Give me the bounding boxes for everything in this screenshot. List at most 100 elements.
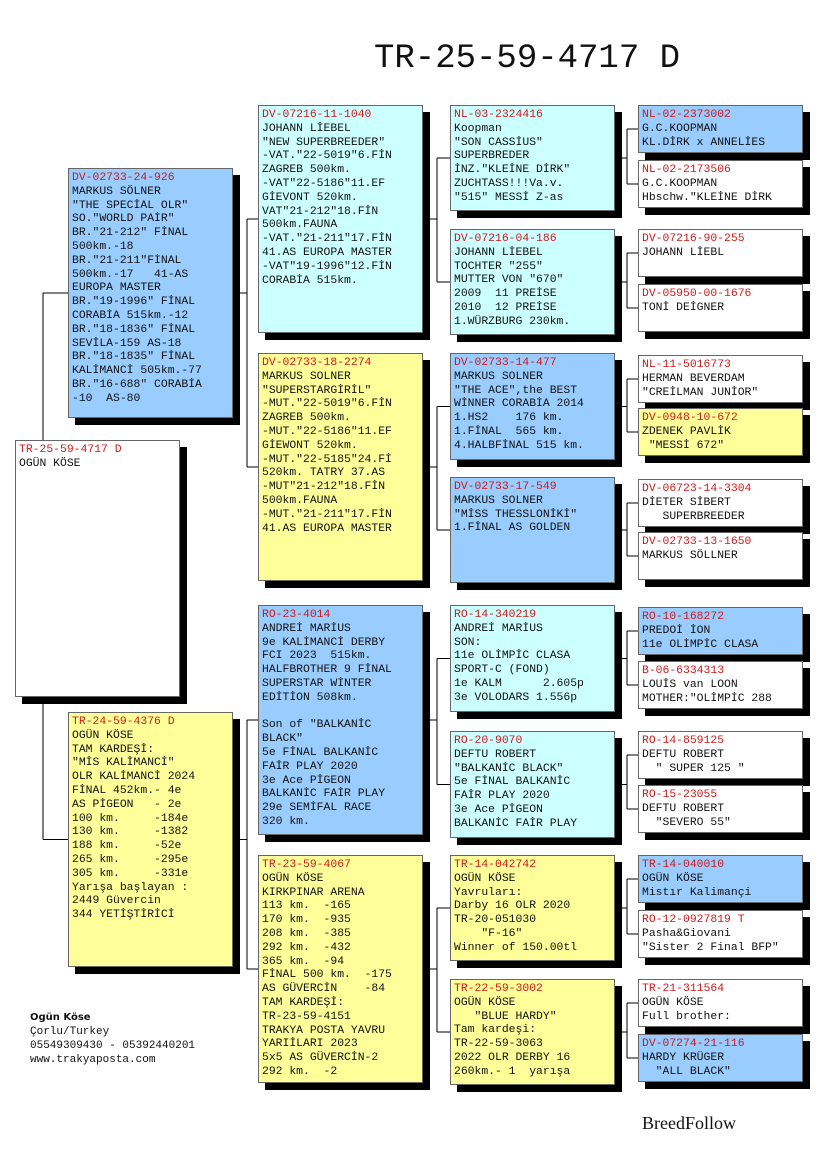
pedigree-line: MARKUS SOLNER	[454, 494, 543, 507]
pedigree-line: 500km.FAUNA	[262, 219, 338, 232]
pedigree-box-ssd[interactable]: DV-07216-04-186 JOHANN LİEBEL TOCHTER "255…	[450, 229, 615, 335]
pedigree-box-ds[interactable]: RO-23-4014 ANDREİ MARİUS 9e KALİMANCİ DERB…	[258, 605, 423, 835]
pedigree-box-g4-5[interactable]: NL-11-5016773 HERMAN BEVERDAM "CREİLMAN JU…	[638, 355, 803, 403]
pedigree-line: MARKUS SOLNER	[454, 370, 543, 383]
ring-number: NL-11-5016773	[642, 359, 731, 371]
pedigree-line: Winner of 150.00tl	[454, 941, 578, 954]
pedigree-box-ss[interactable]: DV-07216-11-1040 JOHANN LİEBEL "NEW SUPERB…	[258, 105, 423, 333]
pedigree-line: Son of "BALKANİC	[262, 719, 372, 732]
pedigree-line: 2449 Güvercin	[72, 895, 161, 908]
pedigree-line: 130 km. -1382	[72, 826, 189, 839]
pedigree-box-g4-3[interactable]: DV-07216-90-255 JOHANN LİEBL	[638, 229, 803, 277]
ring-number: RO-14-859125	[642, 735, 725, 747]
pedigree-line: ANDREİ MARİUS	[262, 622, 351, 635]
pedigree-line: TR-20-051030	[454, 914, 537, 927]
pedigree-line: G.C.KOOPMAN	[642, 177, 718, 190]
pedigree-line: SON:	[454, 636, 482, 649]
ring-number: TR-21-311564	[642, 983, 725, 995]
pedigree-line: MARKUS SOLNER	[262, 370, 351, 383]
pedigree-line: "ALL BLACK"	[642, 1065, 731, 1078]
pedigree-line: BLACK"	[262, 733, 304, 746]
pedigree-line: 29e SEMİFAL RACE	[262, 802, 372, 815]
pedigree-box-sire[interactable]: DV-02733-24-926 MARKUS SÖLNER "THE SPECİAL…	[68, 168, 233, 418]
pedigree-line: "BALKANİC BLACK"	[454, 762, 564, 775]
ring-number: DV-07274-21-116	[642, 1038, 745, 1050]
pedigree-line: FİNAL 500 km. -175	[262, 969, 392, 982]
pedigree-line: -VAT"22-5186"11.EF	[262, 177, 386, 190]
pedigree-box-g4-14[interactable]: RO-12-0927819 T Pasha&Giovani "Sister 2 Fi…	[638, 910, 803, 958]
pedigree-box-g4-9[interactable]: RO-10-168272 PREDOİ İON 11e OLİMPİC CLASA	[638, 607, 803, 655]
pedigree-box-g4-11[interactable]: RO-14-859125 DEFTU ROBERT " SUPER 125 "	[638, 731, 803, 779]
pedigree-box-g4-16[interactable]: DV-07274-21-116 HARDY KRÜGER "ALL BLACK"	[638, 1034, 803, 1082]
pedigree-box-g4-10[interactable]: B-06-6334313 LOUİS van LOON MOTHER:"OLİMPİ…	[638, 661, 803, 709]
pedigree-line: FCI 2023 515km.	[262, 650, 372, 663]
pedigree-line: "515" MESSİ Z-as	[454, 191, 564, 204]
pedigree-box-g4-6[interactable]: DV-0948-10-672 ZDENEK PAVLİK "MESSİ 672"	[638, 408, 803, 456]
pedigree-line: 1.HS2 176 km.	[454, 412, 564, 425]
pedigree-box-dd[interactable]: TR-23-59-4067 OGÜN KÖSE KIRKPINAR ARENA 113…	[258, 855, 423, 1083]
ring-number: DV-05950-00-1676	[642, 288, 752, 300]
pedigree-box-subject[interactable]: TR-25-59-4717 D OGÜN KÖSE	[15, 440, 180, 697]
pedigree-line: SEVİLA-159 AS-18	[72, 337, 182, 350]
pedigree-line: SUPERBREDER	[454, 150, 530, 163]
pedigree-box-dsd[interactable]: RO-20-9070 DEFTU ROBERT "BALKANİC BLACK" 5e…	[450, 731, 615, 838]
pedigree-box-g4-7[interactable]: DV-06723-14-3304 DİETER SİBERT SUPERBREED…	[638, 479, 803, 527]
pedigree-line: "NEW SUPERBREEDER"	[262, 136, 386, 149]
ring-number: DV-02733-17-549	[454, 481, 557, 493]
ring-number: TR-14-042742	[454, 859, 537, 871]
pedigree-line: 1.FİNAL AS GOLDEN	[454, 522, 571, 535]
pedigree-line: ZUCHTASS!!!Va.v.	[454, 177, 564, 190]
pedigree-line: BALKANİC FAİR PLAY	[454, 817, 578, 830]
pedigree-line: VAT"21-212"18.FİN	[262, 205, 379, 218]
pedigree-line: -VAT."22-5019"6.FİN	[262, 150, 392, 163]
pedigree-line: "F-16"	[454, 927, 523, 940]
pedigree-line: 2010 12 PREİSE	[454, 301, 557, 314]
pedigree-line: Darby 16 OLR 2020	[454, 900, 571, 913]
pedigree-box-ddd[interactable]: TR-22-59-3002 OGÜN KÖSE "BLUE HARDY" Tam k…	[450, 979, 615, 1085]
ring-number: RO-10-168272	[642, 611, 725, 623]
pedigree-line: -MUT."22-5185"24.Fİ	[262, 453, 392, 466]
pedigree-line: 500km.-17 41-AS	[72, 268, 189, 281]
pedigree-line: OGÜN KÖSE	[72, 729, 134, 742]
pedigree-box-sdd[interactable]: DV-02733-17-549 MARKUS SOLNER "MİSS THESSL…	[450, 477, 615, 583]
pedigree-line: GİEWONT 520km.	[262, 439, 358, 452]
pedigree-box-g4-13[interactable]: TR-14-040010 OGÜN KÖSE Mistır Kalimançi	[638, 855, 803, 903]
ring-number: DV-02733-24-926	[72, 172, 175, 184]
pedigree-line: " SUPER 125 "	[642, 762, 745, 775]
pedigree-line: HALFBROTHER 9 FİNAL	[262, 664, 392, 677]
pedigree-box-dss[interactable]: RO-14-340219 ANDREİ MARİUS SON: 11e OLİMPİC…	[450, 605, 615, 712]
pedigree-line: ZDENEK PAVLİK	[642, 425, 731, 438]
breeder-phones: 05549309430 - 05392440201	[30, 1040, 196, 1052]
pedigree-line: TRAKYA POSTA YAVRU	[262, 1024, 386, 1037]
pedigree-line: 1e KALM 2.605p	[454, 677, 584, 690]
pedigree-line: 320 km.	[262, 815, 310, 828]
pedigree-line: 520km. TATRY 37.AS	[262, 467, 386, 480]
pedigree-line: GİEVONT 520km.	[262, 191, 358, 204]
pedigree-box-g4-12[interactable]: RO-15-23055 DEFTU ROBERT "SEVERO 55"	[638, 785, 803, 833]
pedigree-box-sd[interactable]: DV-02733-18-2274 MARKUS SOLNER "SUPERSTARG…	[258, 353, 423, 581]
pedigree-line	[262, 706, 422, 720]
pedigree-box-g4-1[interactable]: NL-02-2373002 G.C.KOOPMAN KL.DİRK x ANNELİ…	[638, 105, 803, 153]
pedigree-line: TONİ DEİGNER	[642, 301, 725, 314]
pedigree-box-g4-2[interactable]: NL-02-2173506 G.C.KOOPMAN Hbschw."KLEİNE D…	[638, 160, 803, 208]
pedigree-line: Yavruları:	[454, 886, 523, 899]
ring-number: DV-07216-04-186	[454, 233, 557, 245]
pedigree-line: ZAGREB 500km.	[262, 412, 351, 425]
pedigree-box-dds[interactable]: TR-14-042742 OGÜN KÖSE Yavruları: Darby 16 …	[450, 855, 615, 961]
pedigree-line: AS PİGEON - 2e	[72, 798, 182, 811]
pedigree-line: "SEVERO 55"	[642, 816, 731, 829]
pedigree-line: 100 km. -184e	[72, 812, 189, 825]
pedigree-line: OLR KALİMANCİ 2024	[72, 771, 196, 784]
pedigree-line: JOHANN LİEBEL	[262, 122, 351, 135]
pedigree-line: WİNNER CORABİA 2014	[454, 398, 584, 411]
pedigree-box-g4-8[interactable]: DV-02733-13-1650 MARKUS SÖLLNER	[638, 532, 803, 580]
breeder-website[interactable]: www.trakyaposta.com	[30, 1054, 156, 1066]
pedigree-box-sds[interactable]: DV-02733-14-477 MARKUS SOLNER "THE ACE",th…	[450, 353, 615, 460]
pedigree-box-g4-4[interactable]: DV-05950-00-1676 TONİ DEİGNER	[638, 284, 803, 332]
pedigree-line: Koopman	[454, 122, 502, 135]
ring-number: TR-24-59-4376 D	[72, 716, 175, 728]
pedigree-box-sss[interactable]: NL-03-2324416 Koopman "SON CASSİUS" SUPERBR…	[450, 105, 615, 211]
pedigree-line: OGÜN KÖSE	[642, 996, 704, 1009]
pedigree-box-dam[interactable]: TR-24-59-4376 D OGÜN KÖSE TAM KARDEŞİ: "MİS…	[68, 712, 233, 967]
pedigree-box-g4-15[interactable]: TR-21-311564 OGÜN KÖSE Full brother:	[638, 979, 803, 1027]
